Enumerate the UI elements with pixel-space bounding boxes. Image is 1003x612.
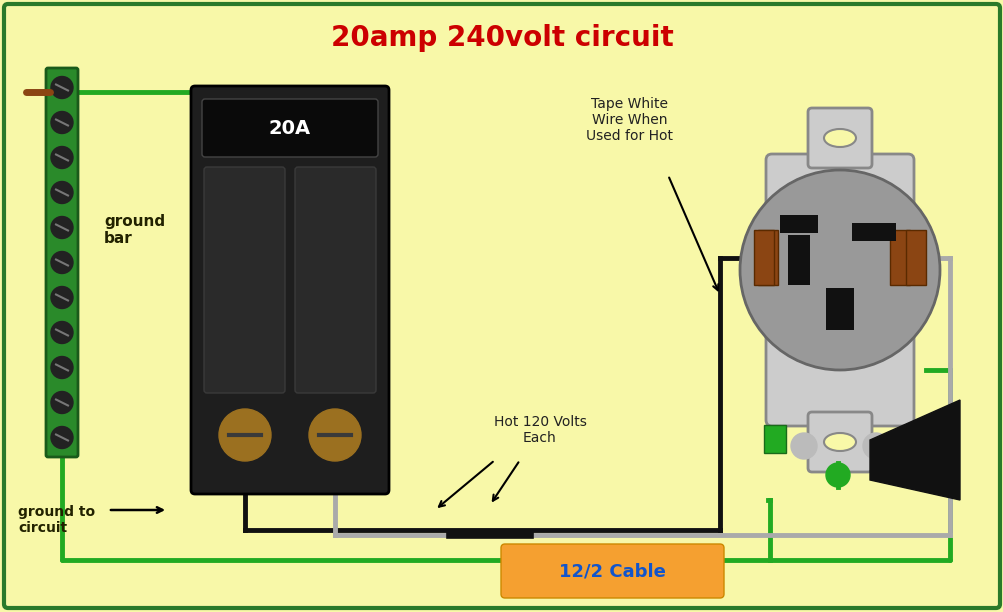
Circle shape [51,182,73,204]
Circle shape [51,252,73,274]
Polygon shape [870,400,959,500]
Circle shape [51,392,73,414]
Text: 20amp 240volt circuit: 20amp 240volt circuit [330,24,673,52]
FancyBboxPatch shape [202,99,377,157]
Text: Tape White
Wire When
Used for Hot: Tape White Wire When Used for Hot [586,97,673,143]
Circle shape [51,111,73,133]
Ellipse shape [823,129,856,147]
Circle shape [51,146,73,168]
FancyBboxPatch shape [46,68,78,457]
FancyBboxPatch shape [191,86,388,494]
Bar [825,288,854,330]
Circle shape [51,286,73,308]
FancyBboxPatch shape [295,167,376,393]
Text: Hot 120 Volts
Each: Hot 120 Volts Each [493,415,586,445]
FancyBboxPatch shape [807,412,872,472]
Bar [905,230,925,285]
Circle shape [825,463,850,487]
Bar [757,230,777,285]
Circle shape [863,433,888,459]
Bar [779,215,817,233]
Circle shape [51,217,73,239]
Text: ground to
circuit: ground to circuit [18,505,95,535]
Circle shape [790,433,816,459]
Text: ground
bar: ground bar [104,214,164,246]
Bar [889,230,909,285]
Circle shape [51,427,73,449]
FancyBboxPatch shape [765,154,913,426]
Circle shape [219,409,271,461]
Bar [787,235,809,285]
Circle shape [309,409,361,461]
Ellipse shape [823,433,856,451]
Circle shape [51,321,73,343]
Bar [852,223,895,241]
Text: 12/2 Cable: 12/2 Cable [558,562,665,580]
Circle shape [739,170,939,370]
FancyBboxPatch shape [4,4,999,608]
Text: 20A: 20A [269,119,311,138]
Circle shape [51,357,73,378]
FancyBboxPatch shape [807,108,872,168]
Circle shape [51,76,73,99]
Bar [753,230,773,285]
Bar [763,425,785,453]
FancyBboxPatch shape [204,167,285,393]
FancyBboxPatch shape [500,544,723,598]
